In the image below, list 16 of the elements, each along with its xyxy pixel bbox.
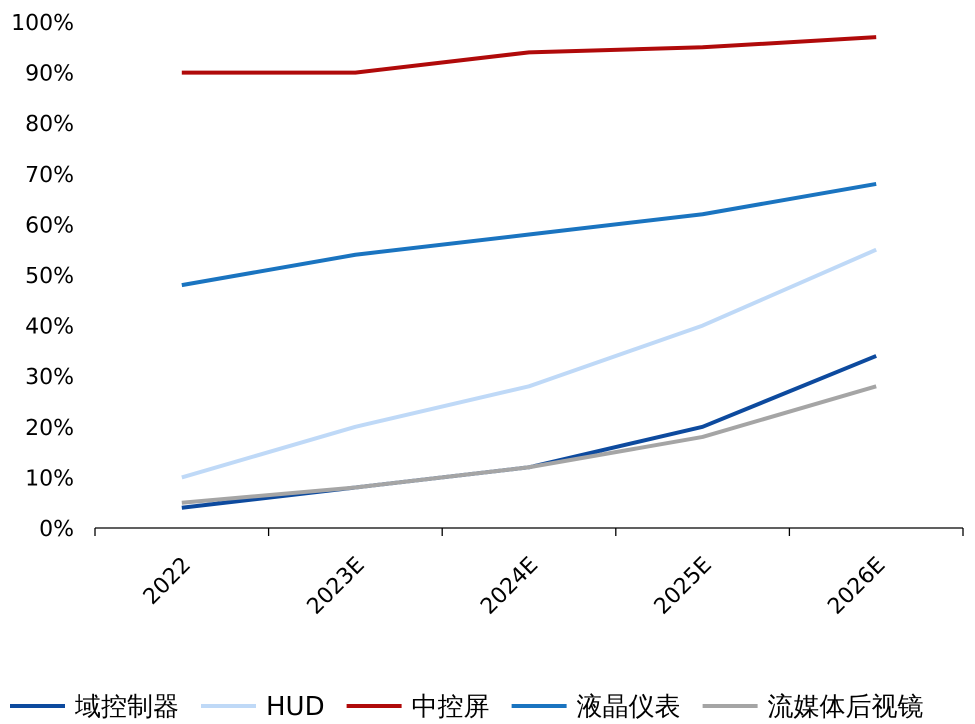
y-tick-label: 20%	[25, 416, 74, 441]
y-tick-label: 70%	[25, 162, 74, 188]
legend-label: 中控屏	[412, 692, 490, 722]
y-tick-label: 80%	[25, 112, 74, 138]
y-tick-label: 90%	[25, 62, 74, 87]
legend-label: HUD	[266, 692, 325, 722]
y-tick-label: 0%	[39, 517, 74, 542]
y-tick-label: 30%	[25, 365, 74, 390]
legend-label: 液晶仪表	[576, 692, 681, 722]
y-tick-label: 50%	[25, 264, 74, 289]
legend-label: 域控制器	[74, 692, 179, 722]
y-tick-label: 40%	[25, 314, 74, 340]
legend-label: 流媒体后视镜	[768, 692, 924, 722]
y-tick-label: 60%	[25, 213, 74, 238]
y-tick-label: 100%	[11, 11, 74, 36]
y-tick-label: 10%	[25, 466, 74, 492]
